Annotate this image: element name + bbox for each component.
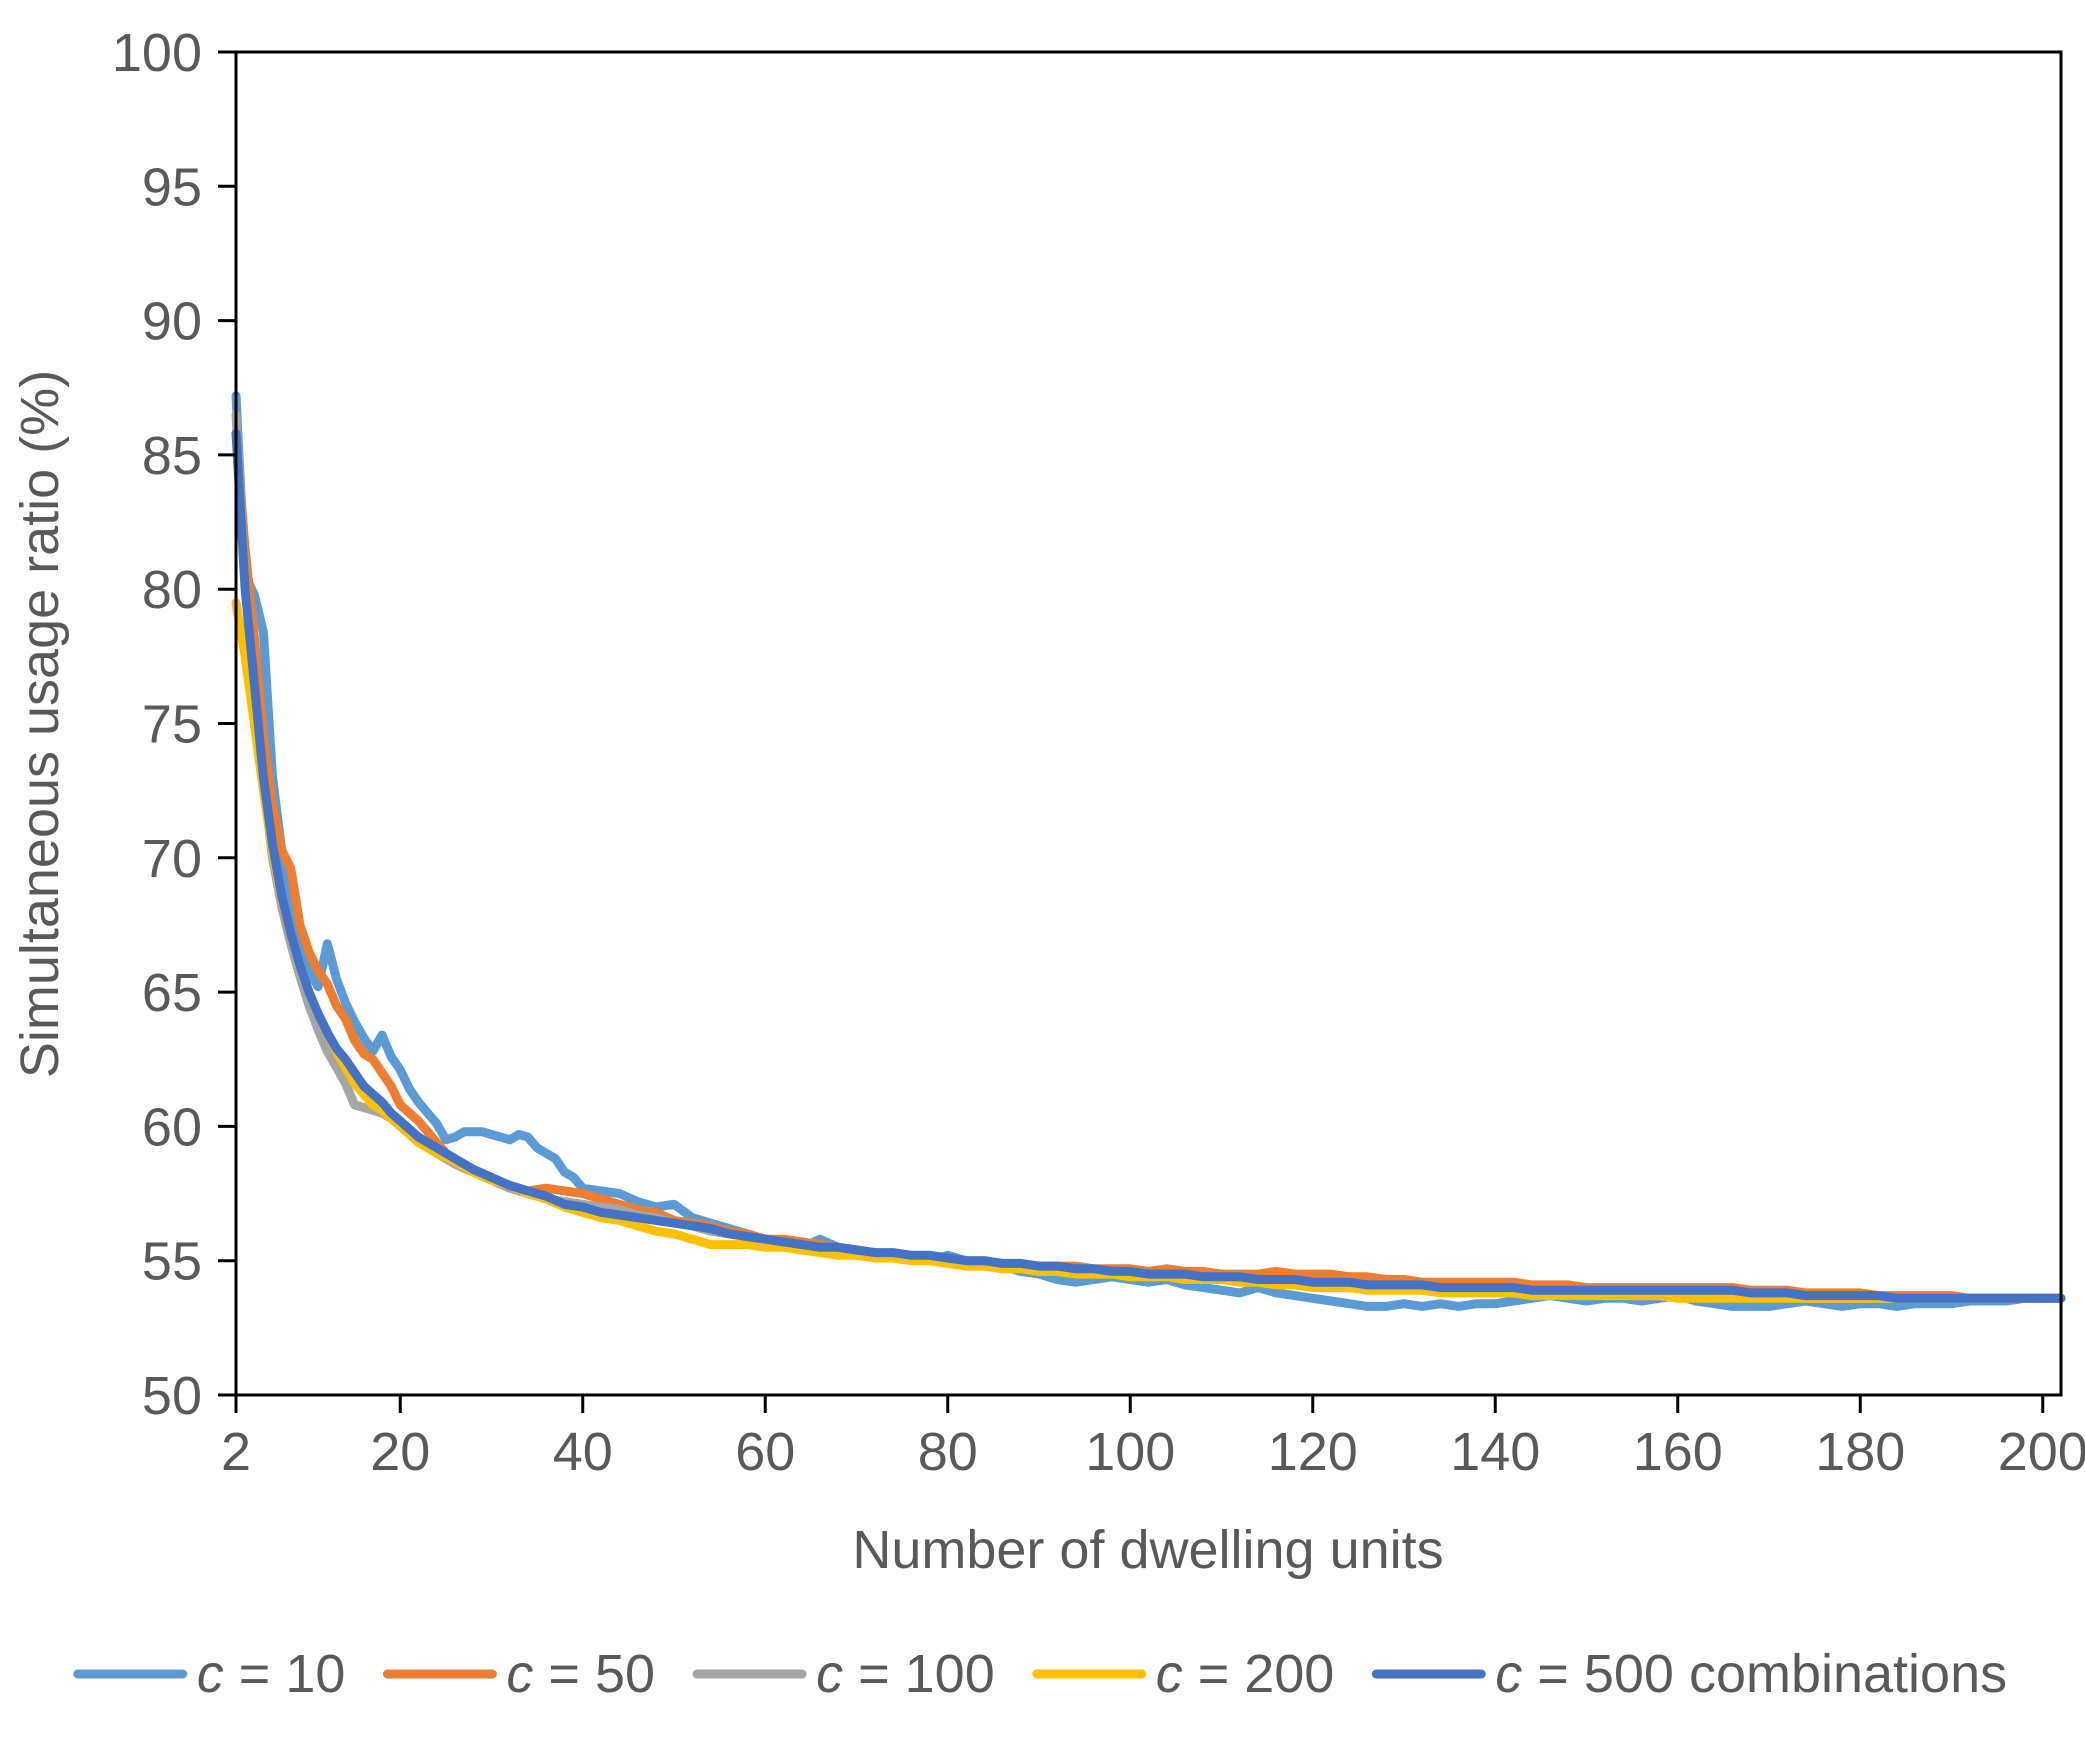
y-tick-label: 70 — [142, 829, 202, 889]
x-tick-label: 200 — [1998, 1422, 2085, 1482]
series-line-2 — [231, 428, 2066, 1303]
legend-item-2: c = 50 — [382, 1644, 655, 1704]
x-tick-label: 160 — [1633, 1422, 1723, 1482]
legend-item-1: c = 10 — [73, 1644, 346, 1704]
x-tick-label: 120 — [1268, 1422, 1358, 1482]
y-tick-label: 75 — [142, 695, 202, 755]
x-tick-label: 2 — [221, 1422, 251, 1482]
x-tick-label: 60 — [735, 1422, 795, 1482]
y-tick-label: 100 — [112, 23, 202, 83]
legend-item-5: c = 500 combinations — [1371, 1644, 2007, 1704]
series-line-3 — [231, 410, 2066, 1303]
legend: c = 10 c = 50 c = 100 c = 200 c = 500 combin… — [73, 1644, 2007, 1704]
legend-label: c = 10 — [197, 1644, 346, 1704]
x-tick-label: 80 — [918, 1422, 978, 1482]
series-line-1 — [231, 391, 2066, 1311]
series-line-5 — [231, 428, 2066, 1303]
x-axis-title: Number of dwelling units — [852, 1520, 1443, 1580]
y-tick-label: 95 — [142, 157, 202, 217]
x-tick-label: 40 — [553, 1422, 613, 1482]
y-tick-label: 55 — [142, 1232, 202, 1292]
tick-layer: 50 55 60 65 70 75 80 85 90 95 100 2 20 40 60 80 100 120 14… — [112, 23, 2085, 1482]
series-line-4 — [231, 598, 2066, 1303]
legend-label: c = 100 — [816, 1644, 995, 1704]
y-axis-title: Simultaneous usage ratio (%) — [10, 370, 70, 1078]
y-tick-label: 60 — [142, 1097, 202, 1157]
legend-label: c = 200 — [1156, 1644, 1335, 1704]
plot-area-frame — [234, 50, 2063, 1397]
legend-label: c = 50 — [506, 1644, 655, 1704]
y-tick-label: 80 — [142, 560, 202, 620]
legend-label: c = 500 combinations — [1495, 1644, 2007, 1704]
x-tick-label: 180 — [1815, 1422, 1905, 1482]
legend-item-3: c = 100 — [692, 1644, 995, 1704]
x-tick-label: 100 — [1085, 1422, 1175, 1482]
y-tick-label: 50 — [142, 1366, 202, 1426]
y-tick-label: 85 — [142, 426, 202, 486]
x-tick-label: 20 — [370, 1422, 430, 1482]
y-tick-label: 90 — [142, 292, 202, 352]
x-tick-label: 140 — [1450, 1422, 1540, 1482]
legend-item-4: c = 200 — [1032, 1644, 1335, 1704]
y-tick-label: 65 — [142, 963, 202, 1023]
series-layer — [231, 391, 2066, 1311]
